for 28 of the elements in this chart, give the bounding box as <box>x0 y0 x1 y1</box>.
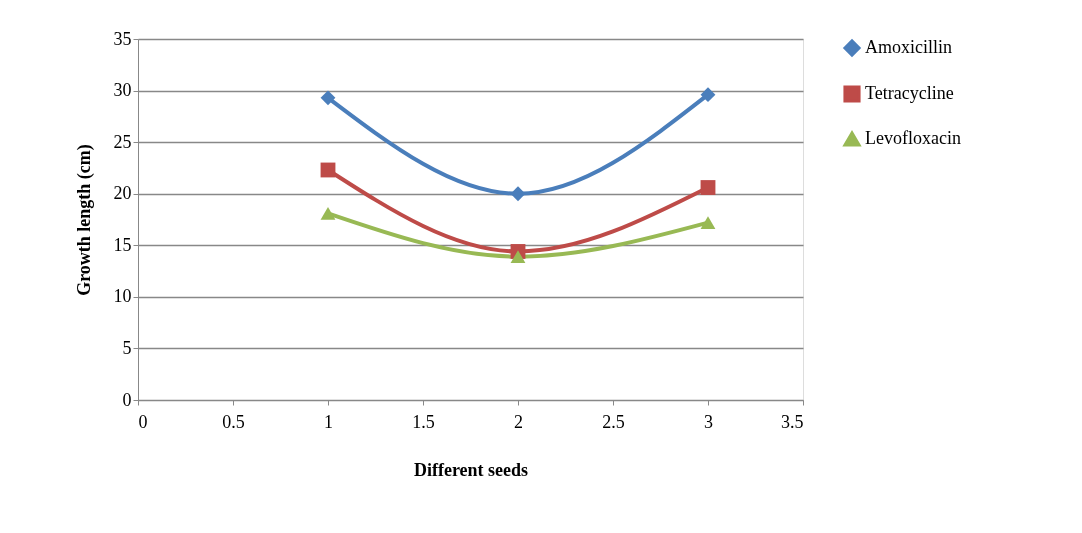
y-tick-label: 15 <box>113 234 132 255</box>
point <box>700 180 716 195</box>
x-tick-label: 1.5 <box>412 411 435 432</box>
point <box>320 206 336 220</box>
x-tick-label: 0.5 <box>222 411 245 432</box>
point <box>510 186 526 202</box>
legend-label: Levofloxacin <box>865 128 961 148</box>
legend-label: Amoxicillin <box>865 37 952 57</box>
point <box>700 216 716 230</box>
legend-label: Tetracycline <box>865 83 954 103</box>
x-tick-label: 3 <box>704 411 713 432</box>
x-axis-title: Different seeds <box>413 459 529 480</box>
x-tick-label: 1 <box>324 411 333 432</box>
point <box>700 87 716 103</box>
point <box>320 90 336 106</box>
y-axis-title: Growth length (cm) <box>73 144 95 296</box>
y-tick-label: 25 <box>113 131 132 152</box>
y-tick-label: 0 <box>122 389 132 410</box>
y-tick-label: 30 <box>113 80 132 101</box>
y-tick-label: 10 <box>113 286 132 307</box>
x-tick-label: 3.5 <box>781 411 804 432</box>
y-tick-label: 35 <box>113 28 132 49</box>
x-tick-label: 2.5 <box>602 411 625 432</box>
x-tick-label: 0 <box>138 411 148 432</box>
y-tick-label: 5 <box>122 337 132 358</box>
x-tick-label: 2 <box>514 411 523 432</box>
y-tick-label: 20 <box>113 183 132 204</box>
point <box>510 250 526 264</box>
